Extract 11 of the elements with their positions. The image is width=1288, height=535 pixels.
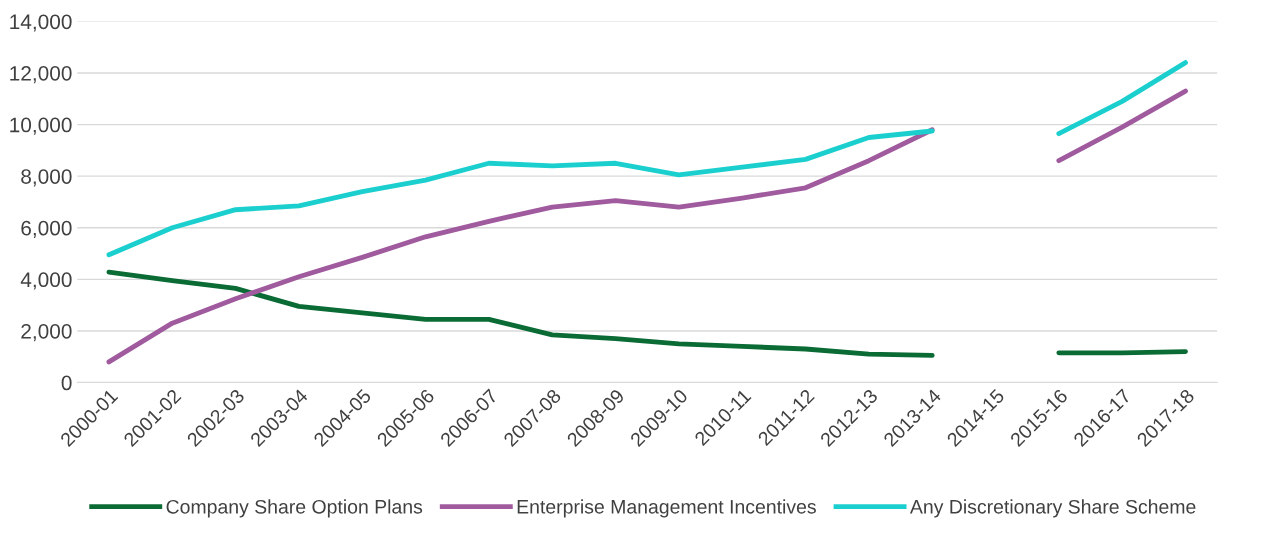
y-tick-label: 0	[61, 375, 72, 391]
y-tick-label: 12,000	[10, 65, 72, 84]
y-tick-label: 14,000	[10, 14, 72, 32]
y-tick-label: 4,000	[20, 272, 72, 290]
legend-label: Enterprise Management Incentives	[517, 499, 816, 518]
y-tick-label: 6,000	[21, 220, 72, 238]
y-tick-label: 8,000	[21, 169, 72, 187]
legend-label: Company Share Option Plans	[166, 499, 423, 518]
y-tick-label: 10,000	[10, 117, 72, 135]
y-tick-label: 2,000	[21, 323, 72, 342]
legend-label: Any Discretionary Share Scheme	[909, 499, 1196, 518]
